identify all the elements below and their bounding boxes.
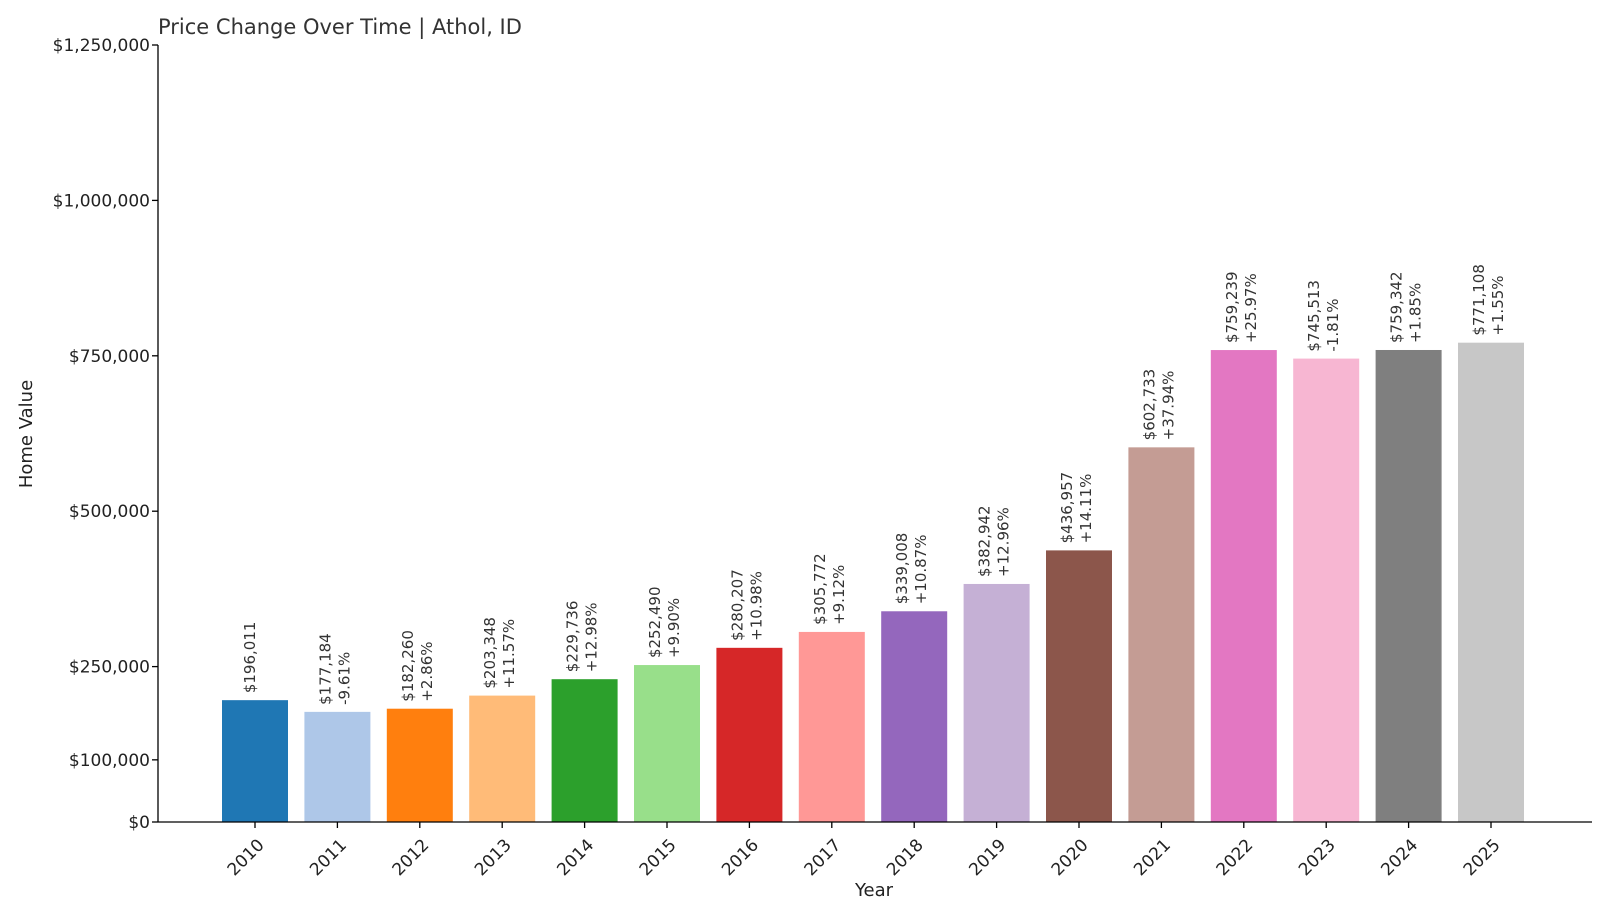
change-label: +37.94% <box>1159 371 1177 441</box>
bar-2021 <box>1128 447 1195 822</box>
bar-2023 <box>1293 358 1360 822</box>
change-label: +11.57% <box>500 619 518 689</box>
chart-title: Price Change Over Time | Athol, ID <box>158 15 522 40</box>
x-tick-label: 2014 <box>553 835 598 880</box>
x-tick-label: 2017 <box>801 835 846 880</box>
bar-2019 <box>963 583 1030 822</box>
bar-2018 <box>881 611 948 822</box>
x-tick-label: 2018 <box>883 835 928 880</box>
x-tick-label: 2022 <box>1213 835 1258 880</box>
y-tick-label: $0 <box>128 813 150 833</box>
bars <box>222 342 1524 822</box>
value-label: $182,260 <box>399 630 417 702</box>
x-tick-label: 2011 <box>306 835 351 880</box>
x-tick-label: 2012 <box>389 835 434 880</box>
change-label: +9.90% <box>665 598 683 658</box>
x-tick-label: 2025 <box>1460 835 1505 880</box>
change-label: +14.11% <box>1077 474 1095 544</box>
change-label: +12.96% <box>995 507 1013 577</box>
bar-2022 <box>1210 350 1277 822</box>
bar-2011 <box>304 711 371 822</box>
change-label: -9.61% <box>335 652 353 705</box>
x-tick-label: 2021 <box>1130 835 1175 880</box>
value-label: $771,108 <box>1470 264 1488 336</box>
value-label: $177,184 <box>316 633 334 705</box>
x-tick-label: 2010 <box>224 835 269 880</box>
value-label: $339,008 <box>893 533 911 605</box>
x-tick-label: 2016 <box>718 835 763 880</box>
x-tick-label: 2024 <box>1377 835 1422 880</box>
bar-2014 <box>551 679 618 822</box>
y-tick-label: $1,000,000 <box>53 191 150 211</box>
y-axis-label: Home Value <box>16 380 37 488</box>
y-tick-label: $1,250,000 <box>53 36 150 56</box>
change-label: +2.86% <box>418 641 436 701</box>
x-tick-label: 2020 <box>1048 835 1093 880</box>
value-label: $203,348 <box>481 617 499 689</box>
x-tick-label: 2019 <box>965 835 1010 880</box>
y-tick-label: $250,000 <box>69 658 150 678</box>
y-tick-label: $500,000 <box>69 502 150 522</box>
value-label: $436,957 <box>1058 472 1076 544</box>
change-label: +9.12% <box>830 565 848 625</box>
change-label: +1.85% <box>1407 283 1425 343</box>
change-label: +12.98% <box>583 602 601 672</box>
bar-2017 <box>798 631 865 822</box>
bar-labels: $196,011 $177,184 -9.61% $182,260 +2.86% $203… <box>241 264 1507 705</box>
bar-2015 <box>634 665 700 822</box>
change-label: -1.81% <box>1324 299 1342 352</box>
y-tick-label: $750,000 <box>69 347 150 367</box>
value-label: $196,011 <box>241 622 259 694</box>
value-label: $602,733 <box>1140 369 1158 441</box>
x-tick-label: 2013 <box>471 835 516 880</box>
change-label: +10.98% <box>747 571 765 641</box>
value-label: $759,342 <box>1388 271 1406 343</box>
change-label: +25.97% <box>1242 273 1260 343</box>
bar-2020 <box>1046 550 1112 822</box>
bar-2016 <box>716 647 783 822</box>
bar-2012 <box>386 708 453 822</box>
y-tick-label: $100,000 <box>69 751 150 771</box>
value-label: $305,772 <box>811 553 829 625</box>
x-axis-ticks: 2010 2011 2012 2013 2014 2015 2016 2017 2018 2019… <box>224 822 1505 880</box>
y-axis-ticks: $0 $100,000 $250,000 $500,000 $750,000 $1,000… <box>53 36 158 833</box>
x-tick-label: 2015 <box>636 835 681 880</box>
value-label: $280,207 <box>728 569 746 641</box>
value-label: $759,239 <box>1223 271 1241 343</box>
change-label: +1.55% <box>1489 275 1507 335</box>
change-label: +10.87% <box>912 535 930 605</box>
bar-2013 <box>469 695 536 822</box>
x-axis-label: Year <box>854 880 894 901</box>
bar-2010 <box>222 700 288 822</box>
value-label: $382,942 <box>976 505 994 577</box>
value-label: $229,736 <box>564 601 582 673</box>
bar-2025 <box>1458 342 1524 822</box>
value-label: $252,490 <box>646 586 664 658</box>
value-label: $745,513 <box>1305 280 1323 352</box>
bar-2024 <box>1375 349 1442 822</box>
x-tick-label: 2023 <box>1295 835 1340 880</box>
